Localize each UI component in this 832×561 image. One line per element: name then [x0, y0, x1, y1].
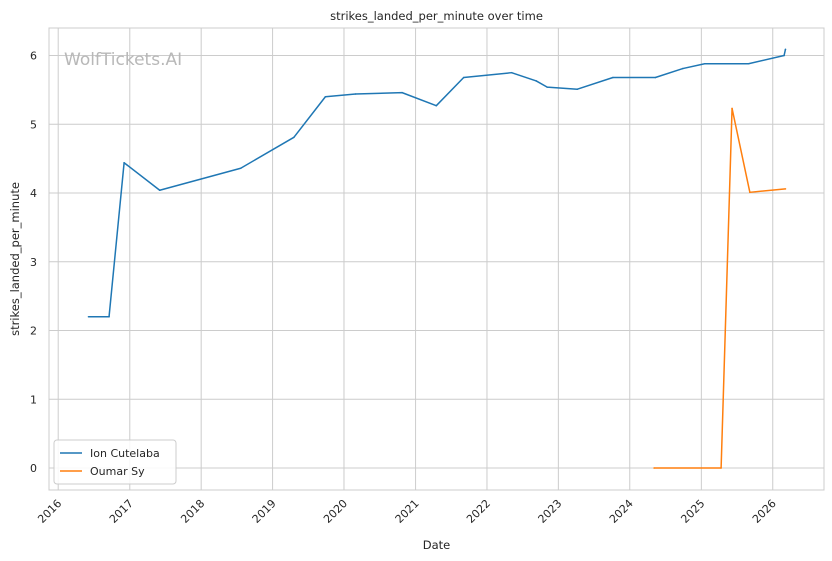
data-point [239, 167, 242, 170]
y-tick-label: 0 [30, 462, 37, 475]
data-point [576, 88, 579, 90]
data-point [784, 48, 787, 51]
legend: Ion Cutelaba Oumar Sy [53, 439, 177, 485]
data-point [435, 104, 438, 107]
data-point [158, 189, 161, 192]
y-axis-ticks: 0 1 2 3 4 5 6 [30, 50, 37, 476]
data-point [354, 93, 357, 95]
plot-area [48, 27, 825, 491]
data-point [703, 62, 706, 65]
gridlines [49, 28, 824, 490]
series-layer [87, 48, 787, 469]
chart-title: strikes_landed_per_minute over time [330, 9, 543, 23]
data-point [546, 86, 549, 88]
data-point [731, 107, 733, 110]
legend-label-1: Ion Cutelaba [90, 447, 160, 460]
y-tick-label: 3 [30, 256, 37, 269]
data-point [535, 80, 538, 82]
data-point [653, 467, 655, 469]
data-point [510, 71, 513, 74]
data-point [324, 95, 327, 98]
data-point [87, 315, 90, 318]
legend-frame [53, 439, 177, 485]
data-point [123, 161, 125, 164]
series-line-1 [88, 49, 787, 318]
x-axis-label: Date [423, 538, 451, 552]
data-point [293, 136, 295, 139]
y-axis-label: strikes_landed_per_minute [8, 182, 22, 336]
y-tick-label: 5 [30, 118, 37, 131]
data-point [747, 62, 750, 65]
y-tick-label: 2 [30, 325, 37, 338]
data-point [784, 188, 787, 190]
data-point [462, 76, 465, 79]
legend-label-2: Oumar Sy [90, 465, 145, 478]
data-point [749, 191, 751, 194]
watermark: WolfTickets.AI [64, 50, 182, 70]
y-tick-label: 6 [30, 50, 37, 63]
data-point [783, 54, 785, 57]
data-point [612, 76, 614, 79]
y-tick-label: 4 [30, 187, 37, 200]
data-point [654, 76, 657, 79]
data-point [401, 91, 403, 94]
data-point [720, 467, 722, 469]
data-point [108, 315, 110, 318]
y-tick-label: 1 [30, 393, 37, 406]
data-point [681, 67, 684, 70]
